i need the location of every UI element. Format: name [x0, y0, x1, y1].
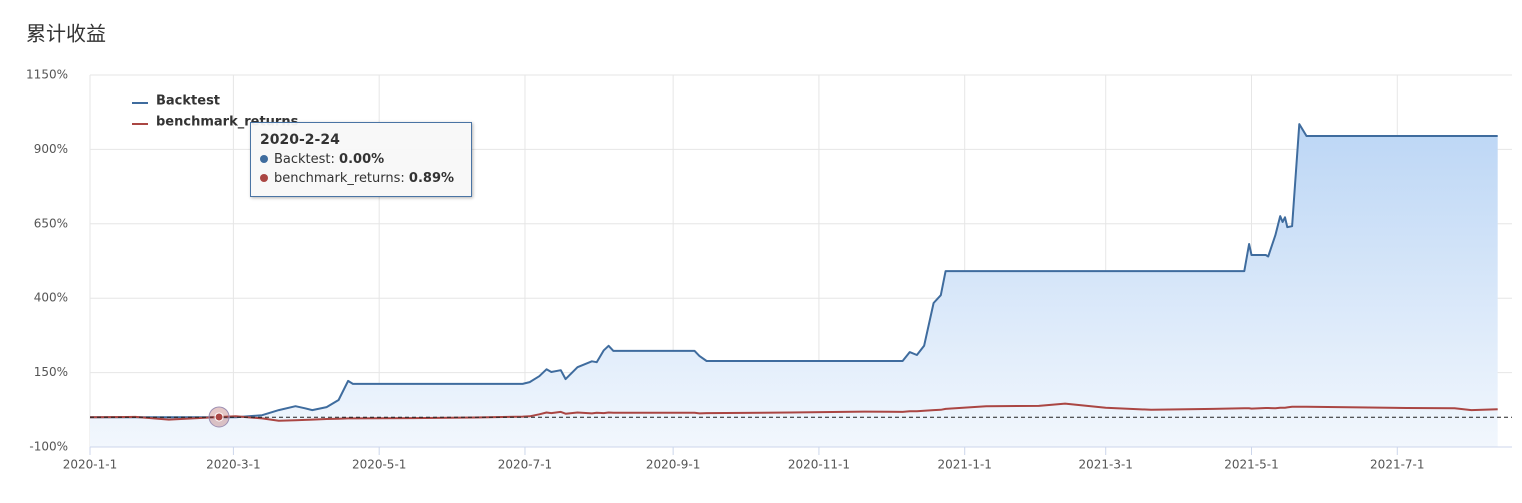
tooltip-series-name: benchmark_returns: [274, 171, 409, 186]
line: [90, 123, 1498, 419]
x-tick-label: 2020-1-1: [63, 458, 117, 472]
tooltip-value: 0.89%: [408, 171, 455, 186]
hover-marker: [214, 412, 224, 422]
y-tick-label: 1150%: [26, 68, 68, 82]
x-tick-label: 2020-5-1: [352, 458, 406, 472]
x-tick-label: 2020-9-1: [646, 458, 700, 472]
line: [89, 402, 1498, 422]
x-tick-label: 2020-11-1: [788, 458, 850, 472]
x-tick-label: 2020-7-1: [498, 458, 552, 472]
x-tick-label: 2021-7-1: [1370, 458, 1424, 472]
tooltip: 2020-2-24 Backtest0.00% benchmark_return…: [250, 122, 472, 197]
chart-title: 累计收益: [26, 22, 106, 46]
tooltip-row: benchmark_returns0.89%: [260, 169, 462, 188]
tooltip-row: Backtest0.00%: [260, 150, 462, 169]
y-tick-label: 400%: [34, 291, 68, 305]
legend-label: Backtest: [156, 94, 220, 109]
x-tick-label: 2021-3-1: [1078, 458, 1132, 472]
tooltip-date: 2020-2-24: [260, 132, 340, 148]
x-tick-label: 2021-5-1: [1224, 458, 1278, 472]
area: [90, 124, 1498, 447]
tooltip-series-name: Backtest: [274, 152, 339, 167]
y-tick-label: -100%: [29, 440, 68, 454]
y-tick-label: 650%: [34, 216, 68, 230]
tooltip-value: 0.00%: [339, 152, 385, 167]
y-tick-label: 150%: [34, 365, 68, 379]
x-tick-label: 2021-1-1: [937, 458, 991, 472]
y-tick-label: 900%: [34, 142, 68, 156]
tooltip-dot: [260, 174, 268, 182]
x-tick-label: 2020-3-1: [206, 458, 260, 472]
tooltip-dot: [260, 155, 268, 163]
